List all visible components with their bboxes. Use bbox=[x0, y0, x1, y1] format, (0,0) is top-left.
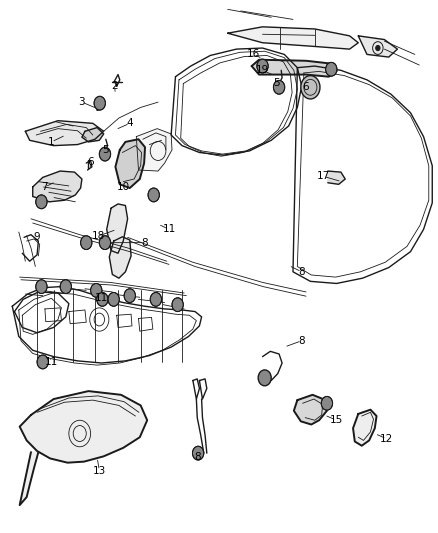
Text: 18: 18 bbox=[92, 231, 105, 241]
Text: 8: 8 bbox=[194, 453, 201, 463]
Circle shape bbox=[376, 45, 380, 51]
Polygon shape bbox=[358, 36, 397, 57]
Text: 8: 8 bbox=[298, 336, 305, 346]
Text: 19: 19 bbox=[256, 66, 269, 75]
Text: 11: 11 bbox=[162, 224, 176, 235]
Circle shape bbox=[257, 59, 268, 73]
Circle shape bbox=[301, 76, 320, 99]
Text: 7: 7 bbox=[42, 182, 48, 192]
Polygon shape bbox=[25, 120, 104, 146]
Circle shape bbox=[258, 370, 271, 386]
Polygon shape bbox=[328, 171, 345, 184]
Circle shape bbox=[108, 293, 119, 306]
Polygon shape bbox=[107, 204, 127, 253]
Polygon shape bbox=[353, 410, 377, 446]
Text: 6: 6 bbox=[87, 157, 94, 166]
Text: 15: 15 bbox=[330, 415, 343, 425]
Circle shape bbox=[81, 236, 92, 249]
Circle shape bbox=[124, 289, 135, 303]
Circle shape bbox=[192, 446, 204, 460]
Polygon shape bbox=[294, 395, 327, 424]
Circle shape bbox=[150, 293, 162, 306]
Polygon shape bbox=[33, 171, 82, 202]
Text: 3: 3 bbox=[78, 97, 85, 107]
Text: 8: 8 bbox=[142, 238, 148, 248]
Circle shape bbox=[97, 293, 108, 306]
Text: 10: 10 bbox=[117, 182, 130, 192]
Text: 11: 11 bbox=[95, 293, 108, 303]
Text: 5: 5 bbox=[274, 77, 280, 87]
Circle shape bbox=[99, 147, 111, 161]
Polygon shape bbox=[252, 60, 336, 77]
Polygon shape bbox=[228, 27, 358, 49]
Circle shape bbox=[36, 195, 47, 209]
Text: 17: 17 bbox=[317, 172, 330, 181]
Text: 12: 12 bbox=[380, 434, 393, 444]
Polygon shape bbox=[20, 452, 39, 505]
Text: 8: 8 bbox=[298, 267, 305, 277]
Polygon shape bbox=[110, 237, 131, 278]
Circle shape bbox=[325, 62, 337, 76]
Text: 9: 9 bbox=[33, 232, 39, 243]
Circle shape bbox=[37, 355, 48, 369]
Text: 6: 6 bbox=[303, 82, 309, 92]
Circle shape bbox=[36, 280, 47, 294]
Circle shape bbox=[91, 284, 102, 297]
Polygon shape bbox=[136, 128, 172, 171]
Polygon shape bbox=[20, 391, 147, 463]
Text: 5: 5 bbox=[102, 145, 109, 155]
Circle shape bbox=[94, 96, 106, 110]
Text: 16: 16 bbox=[247, 50, 261, 59]
Text: 4: 4 bbox=[127, 118, 133, 128]
Circle shape bbox=[99, 236, 111, 249]
Circle shape bbox=[321, 397, 332, 410]
Text: 1: 1 bbox=[48, 137, 55, 147]
Circle shape bbox=[172, 298, 184, 312]
Circle shape bbox=[273, 80, 285, 94]
Circle shape bbox=[148, 188, 159, 202]
Text: 13: 13 bbox=[93, 466, 106, 475]
Polygon shape bbox=[116, 139, 145, 188]
Text: 2: 2 bbox=[111, 81, 118, 91]
Polygon shape bbox=[82, 127, 104, 142]
Circle shape bbox=[60, 280, 71, 294]
Text: 11: 11 bbox=[45, 357, 58, 367]
